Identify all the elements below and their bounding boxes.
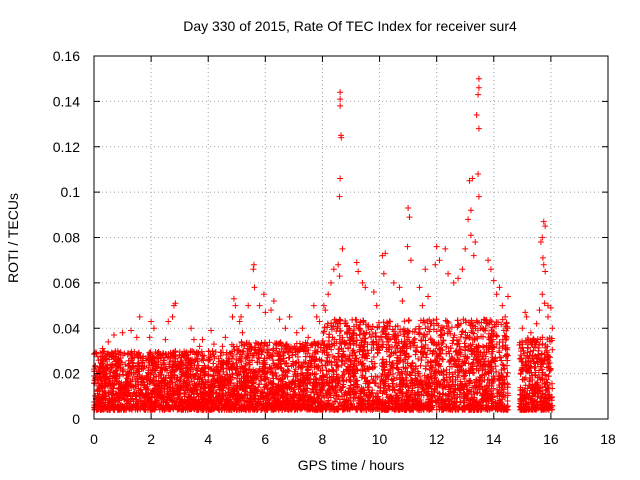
data-points (91, 75, 556, 413)
data-point (404, 368, 411, 375)
data-point (521, 350, 528, 357)
data-point (386, 318, 393, 325)
data-point (433, 328, 440, 335)
data-point (205, 363, 212, 370)
data-point (387, 352, 394, 359)
data-point (228, 341, 235, 348)
data-point (474, 389, 481, 396)
data-point (410, 342, 417, 349)
data-point (120, 371, 127, 378)
data-point (427, 336, 434, 343)
data-point (379, 344, 386, 351)
data-point (350, 347, 357, 354)
data-point (498, 321, 505, 328)
chart-title: Day 330 of 2015, Rate Of TEC Index for r… (183, 18, 517, 34)
data-point (418, 353, 425, 360)
data-point (462, 344, 469, 351)
data-point (403, 371, 410, 378)
